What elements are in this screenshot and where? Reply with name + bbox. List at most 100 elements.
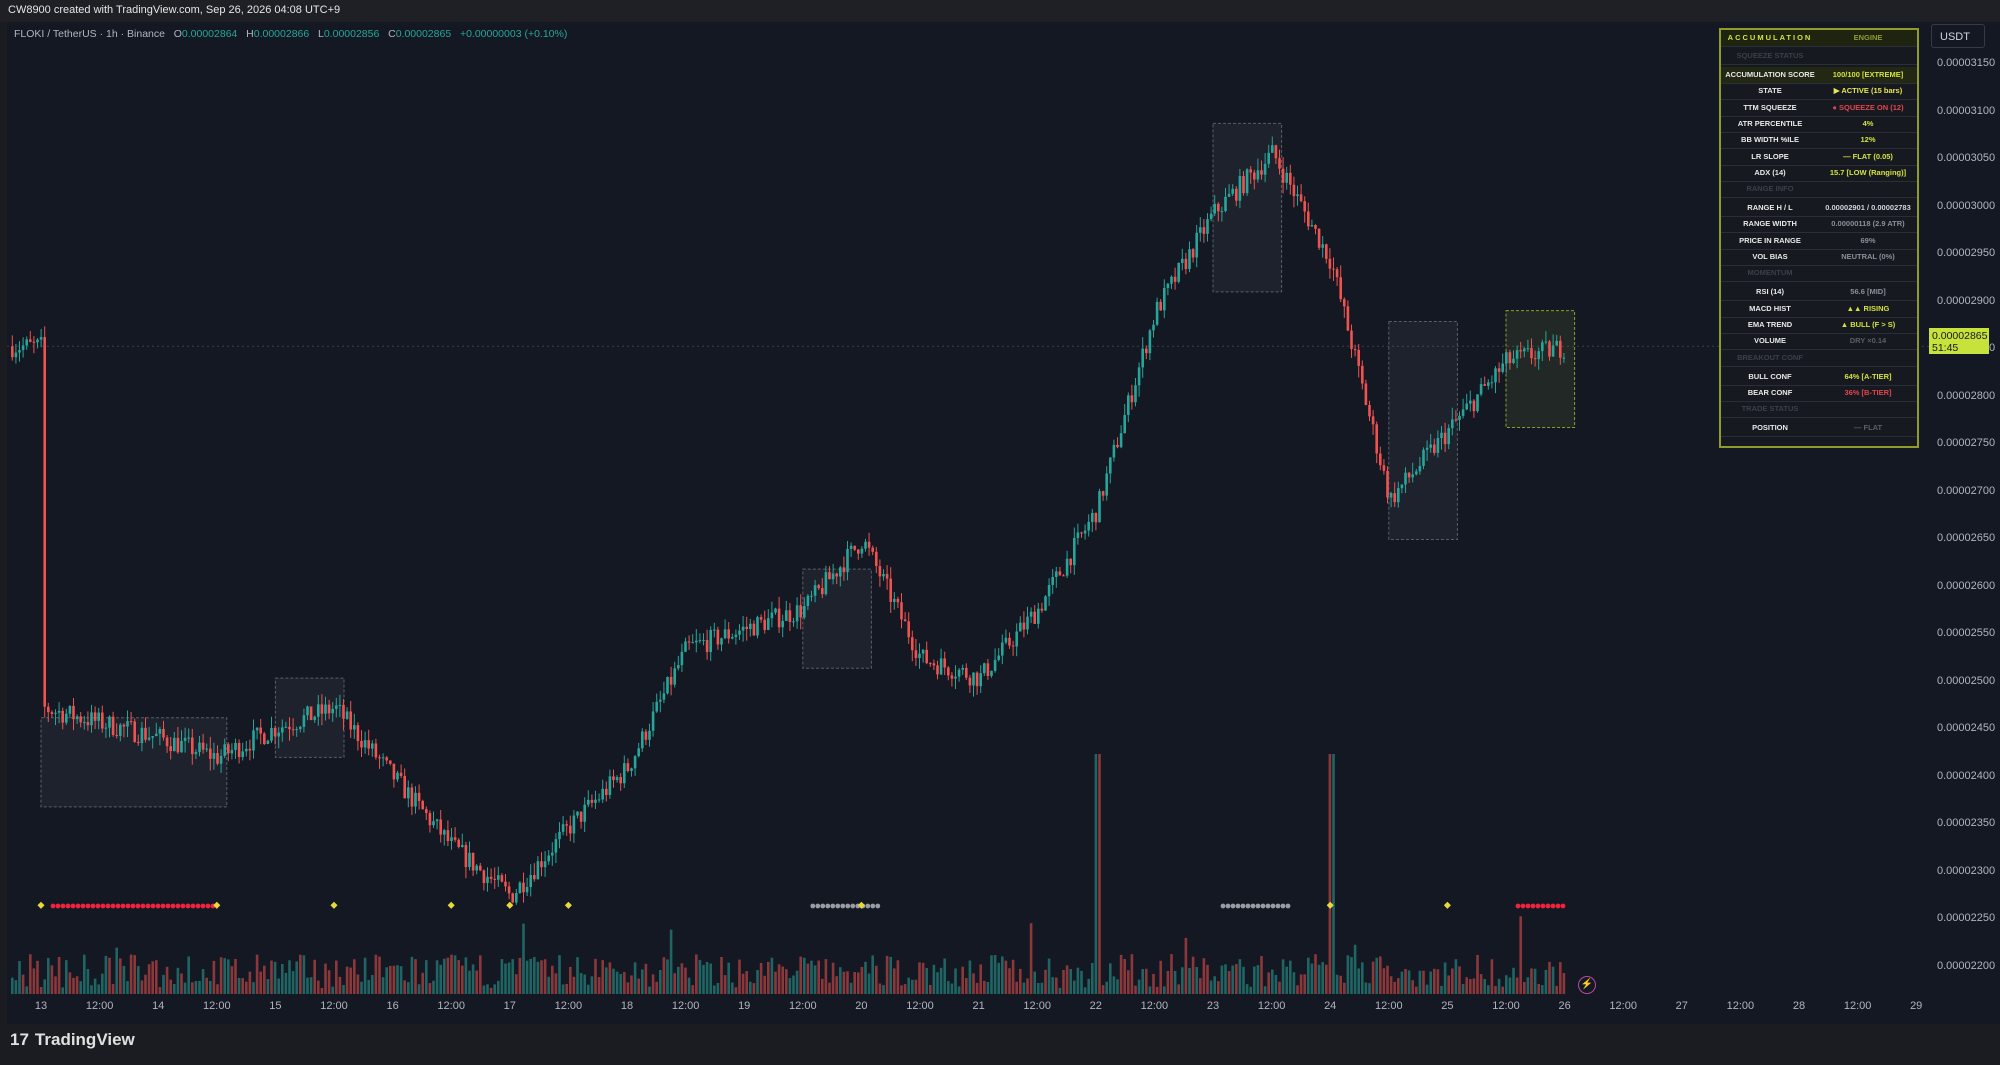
- volume-bar: [644, 963, 648, 994]
- panel-row-value: [1819, 48, 1917, 64]
- candle-body: [1343, 299, 1346, 307]
- volume-bar: [1325, 964, 1328, 994]
- panel-row: STATE ▶ ACTIVE (15 bars): [1721, 83, 1917, 101]
- candle-body: [151, 736, 154, 738]
- chart-area[interactable]: [7, 22, 1929, 1024]
- candle-body: [173, 737, 176, 752]
- squeeze-dot: [205, 903, 211, 909]
- candle-body: [475, 865, 478, 871]
- panel-row-value: ▲▲ RISING: [1846, 303, 1890, 313]
- price-scale[interactable]: 0.00003150 0.00003100 0.00003050 0.00003000…: [1929, 22, 2000, 1024]
- candle-body: [569, 825, 572, 834]
- candle-body: [230, 749, 234, 754]
- volume-bar: [597, 977, 601, 994]
- volume-bar: [137, 966, 140, 994]
- accumulation-range-box: [1388, 321, 1458, 540]
- volume-bar: [885, 955, 889, 994]
- squeeze-dot: [170, 903, 176, 909]
- volume-bar: [745, 971, 748, 994]
- volume-bar: [1303, 974, 1306, 994]
- squeeze-dot: [1545, 903, 1551, 909]
- volume-bar: [493, 984, 496, 994]
- candle-body: [108, 716, 111, 728]
- squeeze-dot: [65, 903, 71, 909]
- candle-body: [810, 595, 813, 597]
- squeeze-dot: [1520, 903, 1526, 909]
- candle-body: [93, 712, 97, 721]
- volume-bar: [1245, 984, 1249, 994]
- volume-bar: [857, 972, 860, 994]
- squeeze-dot: [110, 903, 116, 909]
- candle-body: [1137, 367, 1141, 386]
- panel-row-key: TRADE STATUS: [1741, 404, 1799, 414]
- volume-bar: [551, 965, 554, 994]
- volume-bar: [533, 957, 536, 994]
- candle-body: [623, 763, 626, 784]
- lightning-icon[interactable]: ⚡: [1578, 976, 1596, 994]
- candle-body: [558, 831, 561, 840]
- candle-body: [147, 737, 151, 740]
- candle-body: [1314, 225, 1317, 229]
- signal-marker: [330, 901, 338, 909]
- volume-bar: [1098, 754, 1101, 994]
- time-tick-label: 27: [1675, 1000, 1688, 1012]
- candle-body: [119, 724, 122, 736]
- volume-bar: [741, 973, 745, 994]
- candle-body: [849, 545, 853, 549]
- squeeze-dot: [1260, 903, 1266, 909]
- volume-bar: [1148, 986, 1152, 994]
- time-tick-label: 20: [855, 1000, 868, 1012]
- volume-bar: [306, 977, 309, 994]
- squeeze-dot: [180, 903, 186, 909]
- candle-body: [1177, 262, 1180, 282]
- candle-body: [1487, 382, 1490, 386]
- candle-body: [97, 712, 100, 721]
- candle-body: [338, 704, 342, 706]
- candle-body: [1062, 575, 1065, 577]
- last-price-value: 0.00002865: [1932, 330, 1988, 342]
- volume-bar: [1278, 981, 1281, 994]
- volume-bar: [1073, 980, 1076, 994]
- volume-bar: [291, 971, 295, 994]
- symbol-label[interactable]: FLOKI / TetherUS · 1h · Binance: [14, 28, 165, 40]
- candle-body: [1393, 493, 1396, 503]
- volume-bar: [381, 977, 385, 994]
- volume-bar: [1562, 973, 1566, 994]
- candle-body: [1490, 382, 1494, 384]
- squeeze-dot: [1240, 903, 1246, 909]
- volume-bar: [446, 957, 450, 994]
- volume-bar: [540, 960, 543, 994]
- volume-bar: [299, 954, 302, 994]
- price-tick-label: 0.00002650: [1937, 532, 1996, 544]
- candle-body: [918, 653, 921, 659]
- tradingview-logo[interactable]: 17 TradingView: [10, 1030, 135, 1050]
- candle-body: [1469, 400, 1472, 404]
- volume-bar: [439, 964, 442, 994]
- candle-body: [1123, 415, 1126, 434]
- candle-body: [709, 629, 712, 652]
- time-axis[interactable]: 13 12:00 14 12:00 15 12:00 16 12:00 17 12:00 18 12:…: [7, 994, 1929, 1024]
- volume-bar: [1328, 754, 1332, 994]
- volume-bar: [57, 956, 61, 994]
- candle-body: [1260, 170, 1263, 175]
- candle-body: [392, 763, 396, 780]
- volume-bar: [1047, 958, 1051, 994]
- candle-body: [1195, 232, 1198, 258]
- volume-bar: [601, 960, 604, 994]
- candle-body: [144, 727, 147, 740]
- volume-bar: [1407, 970, 1411, 994]
- squeeze-dot: [1280, 903, 1286, 909]
- volume-bar: [727, 962, 730, 994]
- volume-bar: [781, 966, 784, 994]
- volume-bar: [320, 987, 324, 994]
- candle-body: [831, 573, 835, 580]
- price-tick-label: 0.00002350: [1937, 817, 1996, 829]
- candle-body: [468, 852, 471, 868]
- volume-bar: [158, 987, 162, 994]
- squeeze-dot: [80, 903, 86, 909]
- volume-bar: [1465, 977, 1468, 994]
- candle-body: [299, 726, 302, 730]
- volume-bar: [637, 978, 640, 994]
- currency-selector[interactable]: USDT: [1931, 24, 1985, 48]
